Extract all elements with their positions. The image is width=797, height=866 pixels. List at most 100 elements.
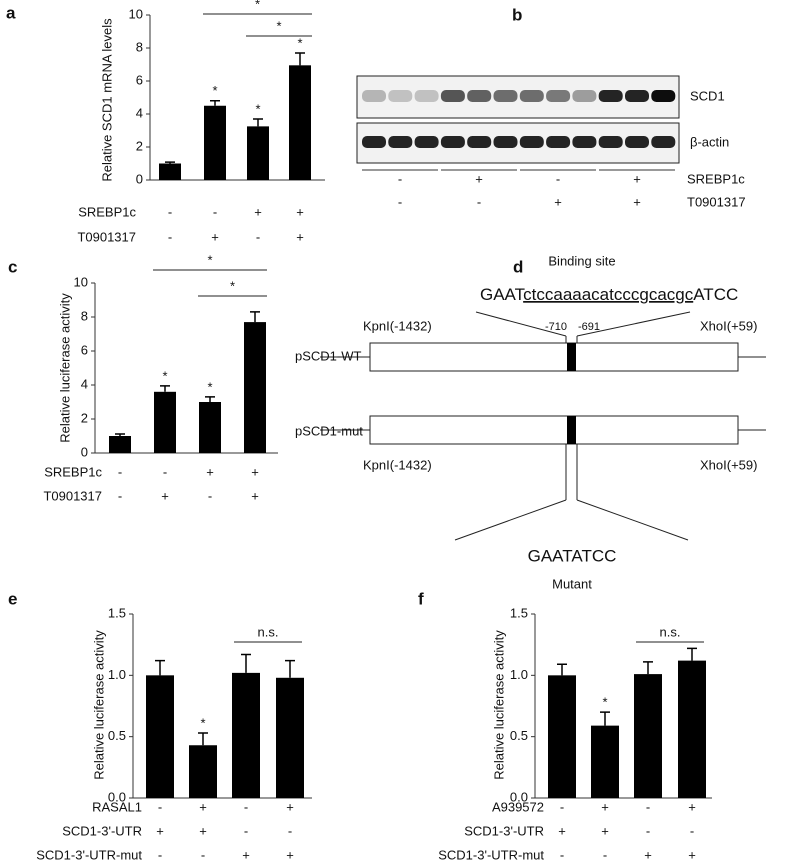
band xyxy=(414,136,439,148)
condition-name: T0901317 xyxy=(687,194,746,209)
significance: * xyxy=(255,101,260,116)
bar xyxy=(678,660,706,798)
y-tick-label: 0 xyxy=(136,171,143,186)
condition-sign: - xyxy=(398,171,402,186)
condition-sign: - xyxy=(646,799,650,814)
condition-sign: + xyxy=(251,488,259,503)
band xyxy=(651,90,676,102)
y-tick-label: 2 xyxy=(136,138,143,153)
condition-sign: - xyxy=(168,204,172,219)
error-bar xyxy=(115,433,125,436)
y-axis-label: Relative luciferase activity xyxy=(491,630,506,780)
panel-letter: e xyxy=(8,589,17,608)
condition-sign: + xyxy=(286,799,294,814)
condition-sign: - xyxy=(158,847,162,862)
condition-sign: + xyxy=(199,823,207,838)
significance: * xyxy=(297,35,302,50)
bar xyxy=(247,126,269,180)
sequence-part: GAAT xyxy=(480,285,525,304)
condition-sign: + xyxy=(161,488,169,503)
condition-sign: + xyxy=(688,799,696,814)
error-bar xyxy=(687,647,697,661)
construct-box xyxy=(369,342,739,372)
condition-name: T0901317 xyxy=(43,488,102,503)
condition-sign: - xyxy=(168,229,172,244)
band xyxy=(598,90,623,102)
condition-sign: - xyxy=(201,847,205,862)
bar xyxy=(146,675,174,798)
band xyxy=(493,136,518,148)
condition-sign: + xyxy=(644,847,652,862)
condition-sign: + xyxy=(558,823,566,838)
y-tick-label: 0.5 xyxy=(510,728,528,743)
construct-label: pSCD1-WT xyxy=(295,348,362,363)
sequence: GAATctccaaaacatcccgcacgcATCC xyxy=(480,285,738,304)
condition-sign: - xyxy=(646,823,650,838)
condition-name: SREBP1c xyxy=(44,464,102,479)
significance: * xyxy=(200,715,205,730)
bar xyxy=(189,745,217,798)
y-tick-label: 0.5 xyxy=(108,728,126,743)
y-tick-label: 6 xyxy=(81,342,88,357)
band xyxy=(598,136,623,148)
bar xyxy=(634,674,662,798)
condition-sign: + xyxy=(254,204,262,219)
condition-name: SCD1-3'-UTR xyxy=(62,823,142,838)
y-tick-label: 1.5 xyxy=(510,605,528,620)
condition-sign: + xyxy=(296,204,304,219)
condition-sign: - xyxy=(118,488,122,503)
y-tick-label: 2 xyxy=(81,410,88,425)
band xyxy=(625,90,649,102)
condition-sign: - xyxy=(477,194,481,209)
y-axis-label: Relative SCD1 mRNA levels xyxy=(99,18,114,182)
condition-sign: + xyxy=(601,823,609,838)
sequence-part: ctccaaaacatcccgcacgc xyxy=(523,285,694,304)
condition-sign: + xyxy=(633,171,641,186)
binding-site xyxy=(567,343,576,371)
significance: * xyxy=(212,83,217,98)
band xyxy=(440,136,465,148)
band xyxy=(467,90,492,102)
band xyxy=(572,136,597,148)
condition-name: RASAL1 xyxy=(92,799,142,814)
error-bar xyxy=(557,663,567,676)
band xyxy=(493,90,518,102)
bar xyxy=(109,436,131,453)
panel-letter: a xyxy=(6,3,16,22)
condition-sign: - xyxy=(556,171,560,186)
condition-sign: - xyxy=(244,823,248,838)
binding-title: Binding site xyxy=(548,253,615,268)
condition-name: SREBP1c xyxy=(687,171,745,186)
condition-sign: - xyxy=(213,204,217,219)
condition-sign: - xyxy=(256,229,260,244)
condition-sign: + xyxy=(286,847,294,862)
error-bar xyxy=(210,100,220,106)
band xyxy=(388,90,413,102)
band-label: SCD1 xyxy=(690,88,725,103)
bracket-label: n.s. xyxy=(258,624,279,639)
error-bar xyxy=(250,311,260,323)
band xyxy=(388,136,413,148)
error-bar xyxy=(165,161,175,164)
condition-name: SCD1-3'-UTR xyxy=(464,823,544,838)
condition-sign: + xyxy=(601,799,609,814)
y-tick-label: 10 xyxy=(74,274,88,289)
y-tick-label: 8 xyxy=(136,39,143,54)
bar xyxy=(591,725,619,798)
y-axis-label: Relative luciferase activity xyxy=(91,630,106,780)
bracket-label: * xyxy=(255,0,260,11)
y-tick-label: 10 xyxy=(129,6,143,21)
y-tick-label: 0.0 xyxy=(510,789,528,804)
condition-name: SCD1-3'-UTR-mut xyxy=(36,847,142,862)
band xyxy=(467,136,492,148)
site-label: XhoI(+59) xyxy=(700,318,757,333)
site-label: XhoI(+59) xyxy=(700,457,757,472)
condition-sign: - xyxy=(208,488,212,503)
band xyxy=(519,136,544,148)
condition-sign: - xyxy=(288,823,292,838)
band xyxy=(519,90,544,102)
connector xyxy=(454,499,567,541)
bar xyxy=(204,105,226,180)
y-tick-label: 4 xyxy=(81,376,88,391)
position-label: -710 xyxy=(545,321,567,333)
